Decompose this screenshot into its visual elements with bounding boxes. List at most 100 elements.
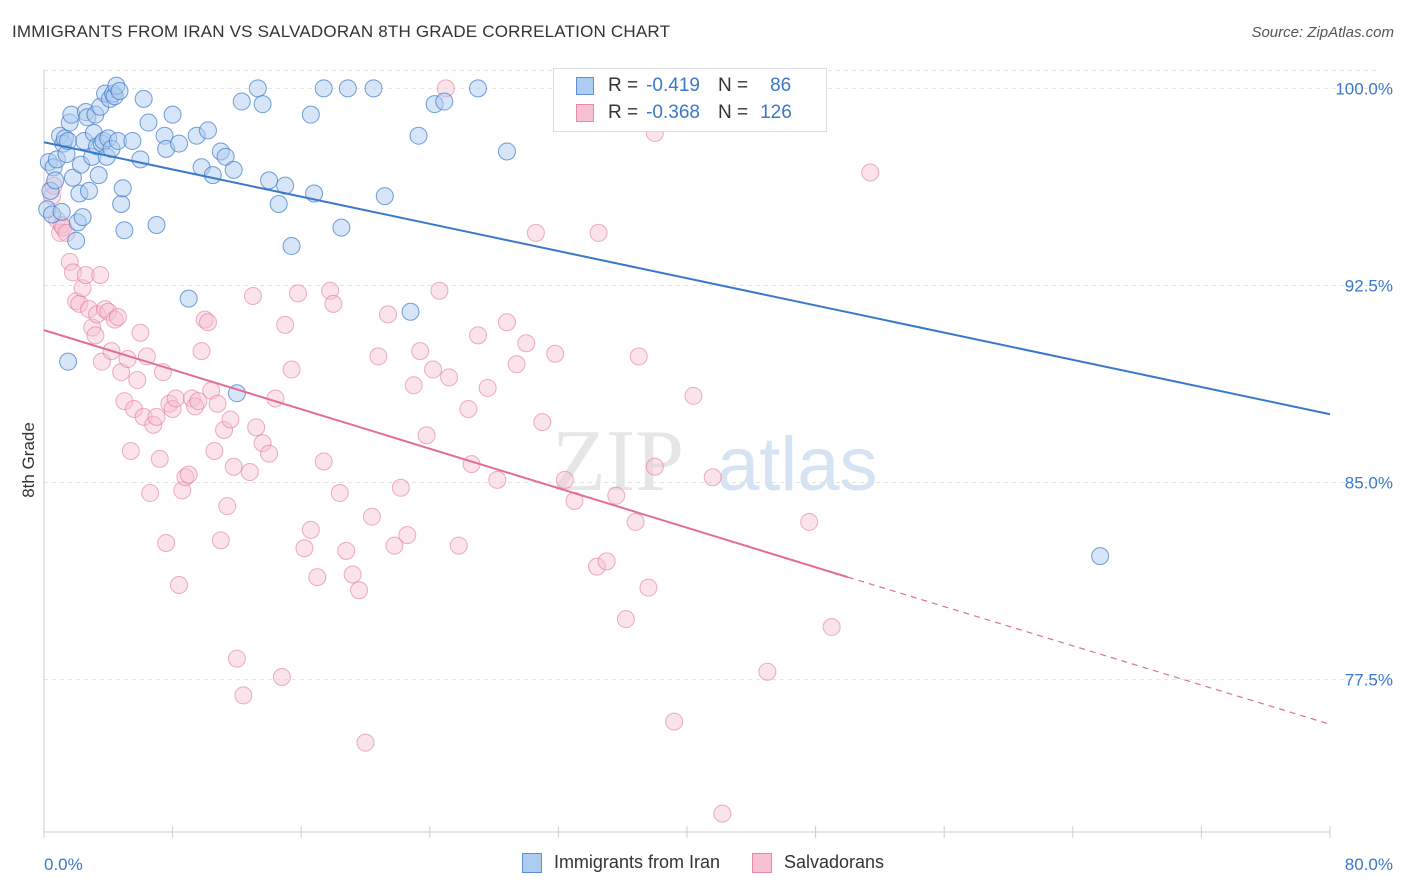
salvadorans-point xyxy=(186,397,205,416)
salvadorans-point xyxy=(629,347,648,366)
salvadorans-point xyxy=(391,478,410,497)
grid-lines xyxy=(44,69,1380,681)
iran-point xyxy=(282,237,301,256)
iran-point xyxy=(115,221,134,240)
salvadorans-point xyxy=(91,265,110,284)
salvadorans-point xyxy=(800,512,819,531)
legend-swatch-salvadorans xyxy=(576,104,594,122)
y-tick-label: 92.5% xyxy=(1345,276,1393,295)
iran-point xyxy=(203,166,222,185)
salvadorans-point xyxy=(60,252,79,271)
salvadorans-point xyxy=(76,265,95,284)
salvadorans-point xyxy=(440,368,459,387)
iran-point xyxy=(401,302,420,321)
salvadorans-point xyxy=(86,326,105,345)
salvadorans-point xyxy=(343,565,362,584)
salvadorans-point xyxy=(215,420,234,439)
legend-item-iran: Immigrants from Iran xyxy=(521,852,720,873)
salvadorans-point xyxy=(195,310,214,329)
legend-r-label: R = xyxy=(608,75,639,96)
iran-point xyxy=(260,171,279,190)
legend-row-salvadorans: R = -0.368 N = 126 xyxy=(554,100,792,126)
source-label: Source: ZipAtlas.com xyxy=(1251,24,1394,41)
salvadorans-point xyxy=(308,568,327,587)
salvadorans-point xyxy=(337,541,356,560)
iran-point xyxy=(110,82,129,101)
salvadorans-point xyxy=(861,163,880,182)
salvadorans-point xyxy=(589,223,608,242)
iran-point xyxy=(179,289,198,308)
iran-point xyxy=(269,195,288,214)
legend-n-value: 126 xyxy=(760,102,792,123)
iran-point xyxy=(1091,547,1110,566)
salvadorans-point xyxy=(218,497,237,516)
salvadorans-point xyxy=(430,281,449,300)
salvadorans-point xyxy=(166,389,185,408)
iran-point xyxy=(67,231,86,250)
iran-point xyxy=(147,216,166,235)
iran-point xyxy=(113,179,132,198)
salvadorans-point xyxy=(362,507,381,526)
iran-point xyxy=(314,79,333,98)
salvadorans-point xyxy=(205,442,224,460)
salvadorans-point xyxy=(112,363,131,382)
salvadorans-point xyxy=(424,360,443,379)
salvadorans-point xyxy=(703,468,722,487)
salvadorans-point xyxy=(507,355,526,374)
iran-point xyxy=(469,79,488,98)
iran-trend-line xyxy=(43,141,1331,416)
salvadorans-point xyxy=(639,578,658,597)
salvadorans-point xyxy=(379,305,398,324)
iran-point xyxy=(253,95,272,114)
iran-point xyxy=(46,171,65,190)
salvadorans-trend-extension xyxy=(847,576,1331,725)
salvadorans-point xyxy=(526,223,545,242)
iran-point xyxy=(332,218,351,237)
iran-point xyxy=(216,147,235,166)
y-tick-label: 77.5% xyxy=(1345,671,1393,690)
iran-point xyxy=(73,208,92,227)
legend-r-label: R = xyxy=(608,102,639,123)
salvadorans-point xyxy=(243,286,262,305)
watermark-atlas: atlas xyxy=(717,422,878,507)
iran-point xyxy=(123,131,142,150)
salvadorans-point xyxy=(488,470,507,489)
iran-point xyxy=(497,142,516,161)
salvadorans-point xyxy=(822,618,841,637)
iran-point xyxy=(409,126,428,145)
salvadorans-point xyxy=(134,407,153,426)
iran-point xyxy=(59,352,78,371)
legend-label-iran: Immigrants from Iran xyxy=(553,852,720,872)
salvadorans-point xyxy=(478,378,497,397)
iran-point xyxy=(63,168,82,187)
salvadorans-point xyxy=(70,294,89,313)
legend-n-label: N = xyxy=(717,75,749,96)
salvadorans-point xyxy=(179,465,198,484)
salvadorans-point xyxy=(67,292,86,311)
salvadorans-point xyxy=(417,426,436,445)
salvadorans-point xyxy=(324,294,343,313)
salvadorans-point xyxy=(176,468,195,487)
salvadorans-point xyxy=(189,392,208,411)
salvadorans-point xyxy=(497,313,516,332)
salvadorans-point xyxy=(645,457,664,476)
salvadorans-trend-line xyxy=(43,329,849,579)
iran-point xyxy=(224,160,243,179)
iran-point xyxy=(112,195,131,214)
series-legend: Immigrants from Iran Salvadorans xyxy=(0,852,1406,873)
salvadorans-point xyxy=(411,342,430,361)
legend-swatch-salvadorans xyxy=(751,852,772,873)
salvadorans-point xyxy=(404,376,423,395)
iran-point xyxy=(301,105,320,124)
salvadorans-point xyxy=(260,444,279,463)
chart-title: IMMIGRANTS FROM IRAN VS SALVADORAN 8TH G… xyxy=(12,22,671,41)
salvadorans-point xyxy=(356,733,375,752)
salvadorans-point xyxy=(253,434,272,453)
salvadorans-point xyxy=(314,452,333,471)
salvadorans-point xyxy=(555,470,574,489)
salvadorans-point xyxy=(272,667,291,686)
salvadorans-point xyxy=(459,399,478,418)
legend-n-value: 86 xyxy=(770,75,792,96)
salvadorans-point xyxy=(150,449,169,468)
legend-label-salvadorans: Salvadorans xyxy=(783,852,885,872)
